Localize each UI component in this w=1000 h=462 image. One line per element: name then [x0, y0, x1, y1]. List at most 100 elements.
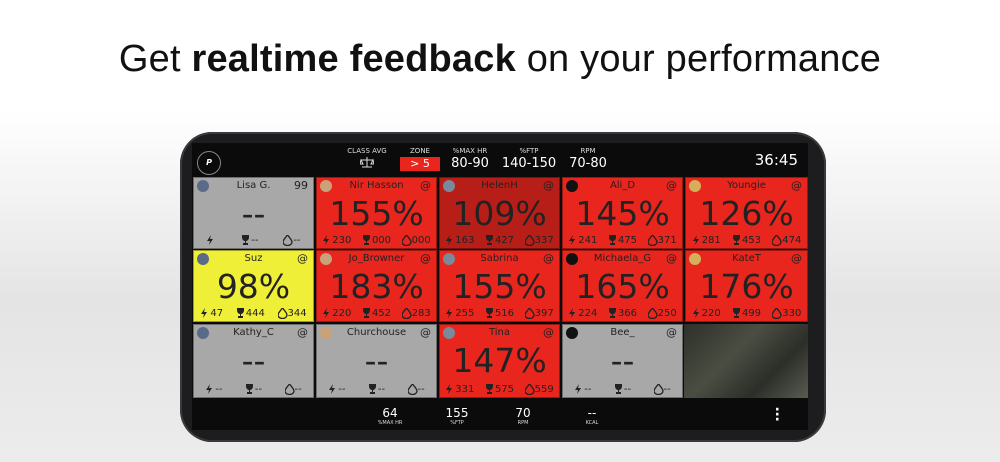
- trophy-value: 475: [617, 235, 638, 246]
- stat-fire: --: [407, 384, 425, 395]
- avatar: [566, 327, 578, 339]
- fire-icon: [284, 384, 295, 395]
- power-icon: [446, 308, 453, 318]
- avatar: [197, 327, 209, 339]
- stat-fire: 283: [401, 308, 431, 319]
- power-value: 47: [210, 308, 224, 319]
- user-badge: @: [666, 252, 677, 265]
- stat-power: 331: [445, 384, 474, 395]
- fire-value: 250: [657, 308, 677, 319]
- trophy-icon: [362, 308, 370, 318]
- video-tile: [684, 324, 808, 398]
- avatar: [689, 180, 701, 192]
- power-value: --: [584, 384, 592, 395]
- stat-power: 224: [568, 308, 597, 319]
- headline: Get realtime feedback on your performanc…: [0, 38, 1000, 81]
- user-badge: @: [791, 179, 802, 192]
- user-badge: @: [543, 252, 554, 265]
- fire-icon: [653, 384, 664, 395]
- power-icon: [206, 384, 213, 394]
- stat-power: 230: [322, 235, 351, 246]
- power-icon: [446, 384, 453, 394]
- power-value: 255: [455, 308, 475, 319]
- stat-power: --: [205, 384, 222, 395]
- user-effort: 145%: [575, 194, 670, 233]
- power-icon: [569, 235, 576, 245]
- avatar: [443, 327, 455, 339]
- power-value: 220: [701, 308, 721, 319]
- fire-icon: [647, 235, 658, 246]
- trophy-value: 427: [494, 235, 515, 246]
- user-effort: 147%: [452, 341, 547, 380]
- fire-icon: [772, 235, 782, 246]
- user-tile: Michaela_G @165% 224 366 250: [562, 250, 683, 322]
- trophy-icon: [485, 235, 493, 245]
- stat-value: 140-150: [501, 156, 557, 171]
- stat-trophy: 444: [236, 308, 265, 319]
- user-name: Youngie: [727, 180, 766, 191]
- user-stats: 331 575 559: [440, 384, 559, 395]
- power-value: 163: [455, 235, 475, 246]
- power-icon: [201, 308, 208, 318]
- stat-value: 80-90: [451, 156, 489, 171]
- stat-fire: --: [283, 235, 301, 246]
- avatar: [197, 253, 209, 265]
- user-tile: Jo_Browner @183% 220 452 283: [316, 250, 437, 322]
- trophy-value: --: [254, 384, 263, 395]
- stat-trophy: --: [245, 384, 262, 395]
- stat-trophy: 000: [362, 235, 391, 246]
- user-effort: --: [364, 341, 389, 380]
- user-name: Sabrina: [480, 253, 519, 264]
- stat-label: %FTP: [519, 147, 539, 155]
- bottom-value: 70: [515, 406, 531, 420]
- stat-trophy: 452: [362, 308, 391, 319]
- user-stats: -- -- --: [317, 384, 436, 395]
- trophy-value: 366: [617, 308, 638, 319]
- logo: P: [197, 151, 221, 175]
- fire-value: 337: [534, 235, 554, 246]
- trophy-value: 000: [371, 235, 392, 246]
- trophy-icon: [368, 384, 376, 394]
- trophy-icon: [242, 235, 250, 245]
- trophy-value: 444: [245, 308, 265, 319]
- stat-fire: 397: [524, 308, 554, 319]
- stat-power: 220: [692, 308, 721, 319]
- avatar: [443, 180, 455, 192]
- power-value: 331: [455, 384, 475, 395]
- user-name: Bee_: [610, 327, 635, 338]
- stat-power: 220: [322, 308, 351, 319]
- user-tile: Nir Hasson @155% 230 000 000: [316, 177, 437, 249]
- user-effort: 98%: [216, 267, 291, 306]
- stat-trophy: --: [368, 384, 385, 395]
- fire-value: 000: [411, 235, 431, 246]
- stat-trophy: 475: [608, 235, 637, 246]
- stat-fire: 371: [647, 235, 677, 246]
- fire-icon: [277, 308, 288, 319]
- user-badge: @: [791, 252, 802, 265]
- user-effort: 155%: [452, 267, 547, 306]
- trophy-value: --: [251, 235, 259, 246]
- user-name: HelenH: [481, 180, 518, 191]
- user-effort: --: [241, 194, 266, 233]
- menu-button[interactable]: · · ·: [774, 402, 780, 428]
- stat-fire: --: [284, 384, 302, 395]
- power-icon: [692, 235, 699, 245]
- avatar: [566, 253, 578, 265]
- fire-value: --: [417, 384, 425, 395]
- user-tile: Tina @147% 331 575 559: [439, 324, 560, 398]
- zone-value: > 5: [400, 157, 440, 171]
- stat-power: 281: [692, 235, 721, 246]
- power-icon: [207, 235, 214, 245]
- bottom-label: %FTP: [450, 420, 464, 426]
- stat-trophy: 453: [732, 235, 761, 246]
- class-avg-label: CLASS AVG: [347, 147, 387, 155]
- power-icon: [446, 235, 453, 245]
- user-tile: Youngie @126% 281 453 474: [685, 177, 808, 249]
- user-tile: Ali_D @145% 241 475 371: [562, 177, 683, 249]
- user-effort: 155%: [329, 194, 424, 233]
- avatar: [566, 180, 578, 192]
- stat-trophy: --: [614, 384, 631, 395]
- headline-pre: Get: [118, 38, 181, 80]
- trophy-value: 452: [371, 308, 392, 319]
